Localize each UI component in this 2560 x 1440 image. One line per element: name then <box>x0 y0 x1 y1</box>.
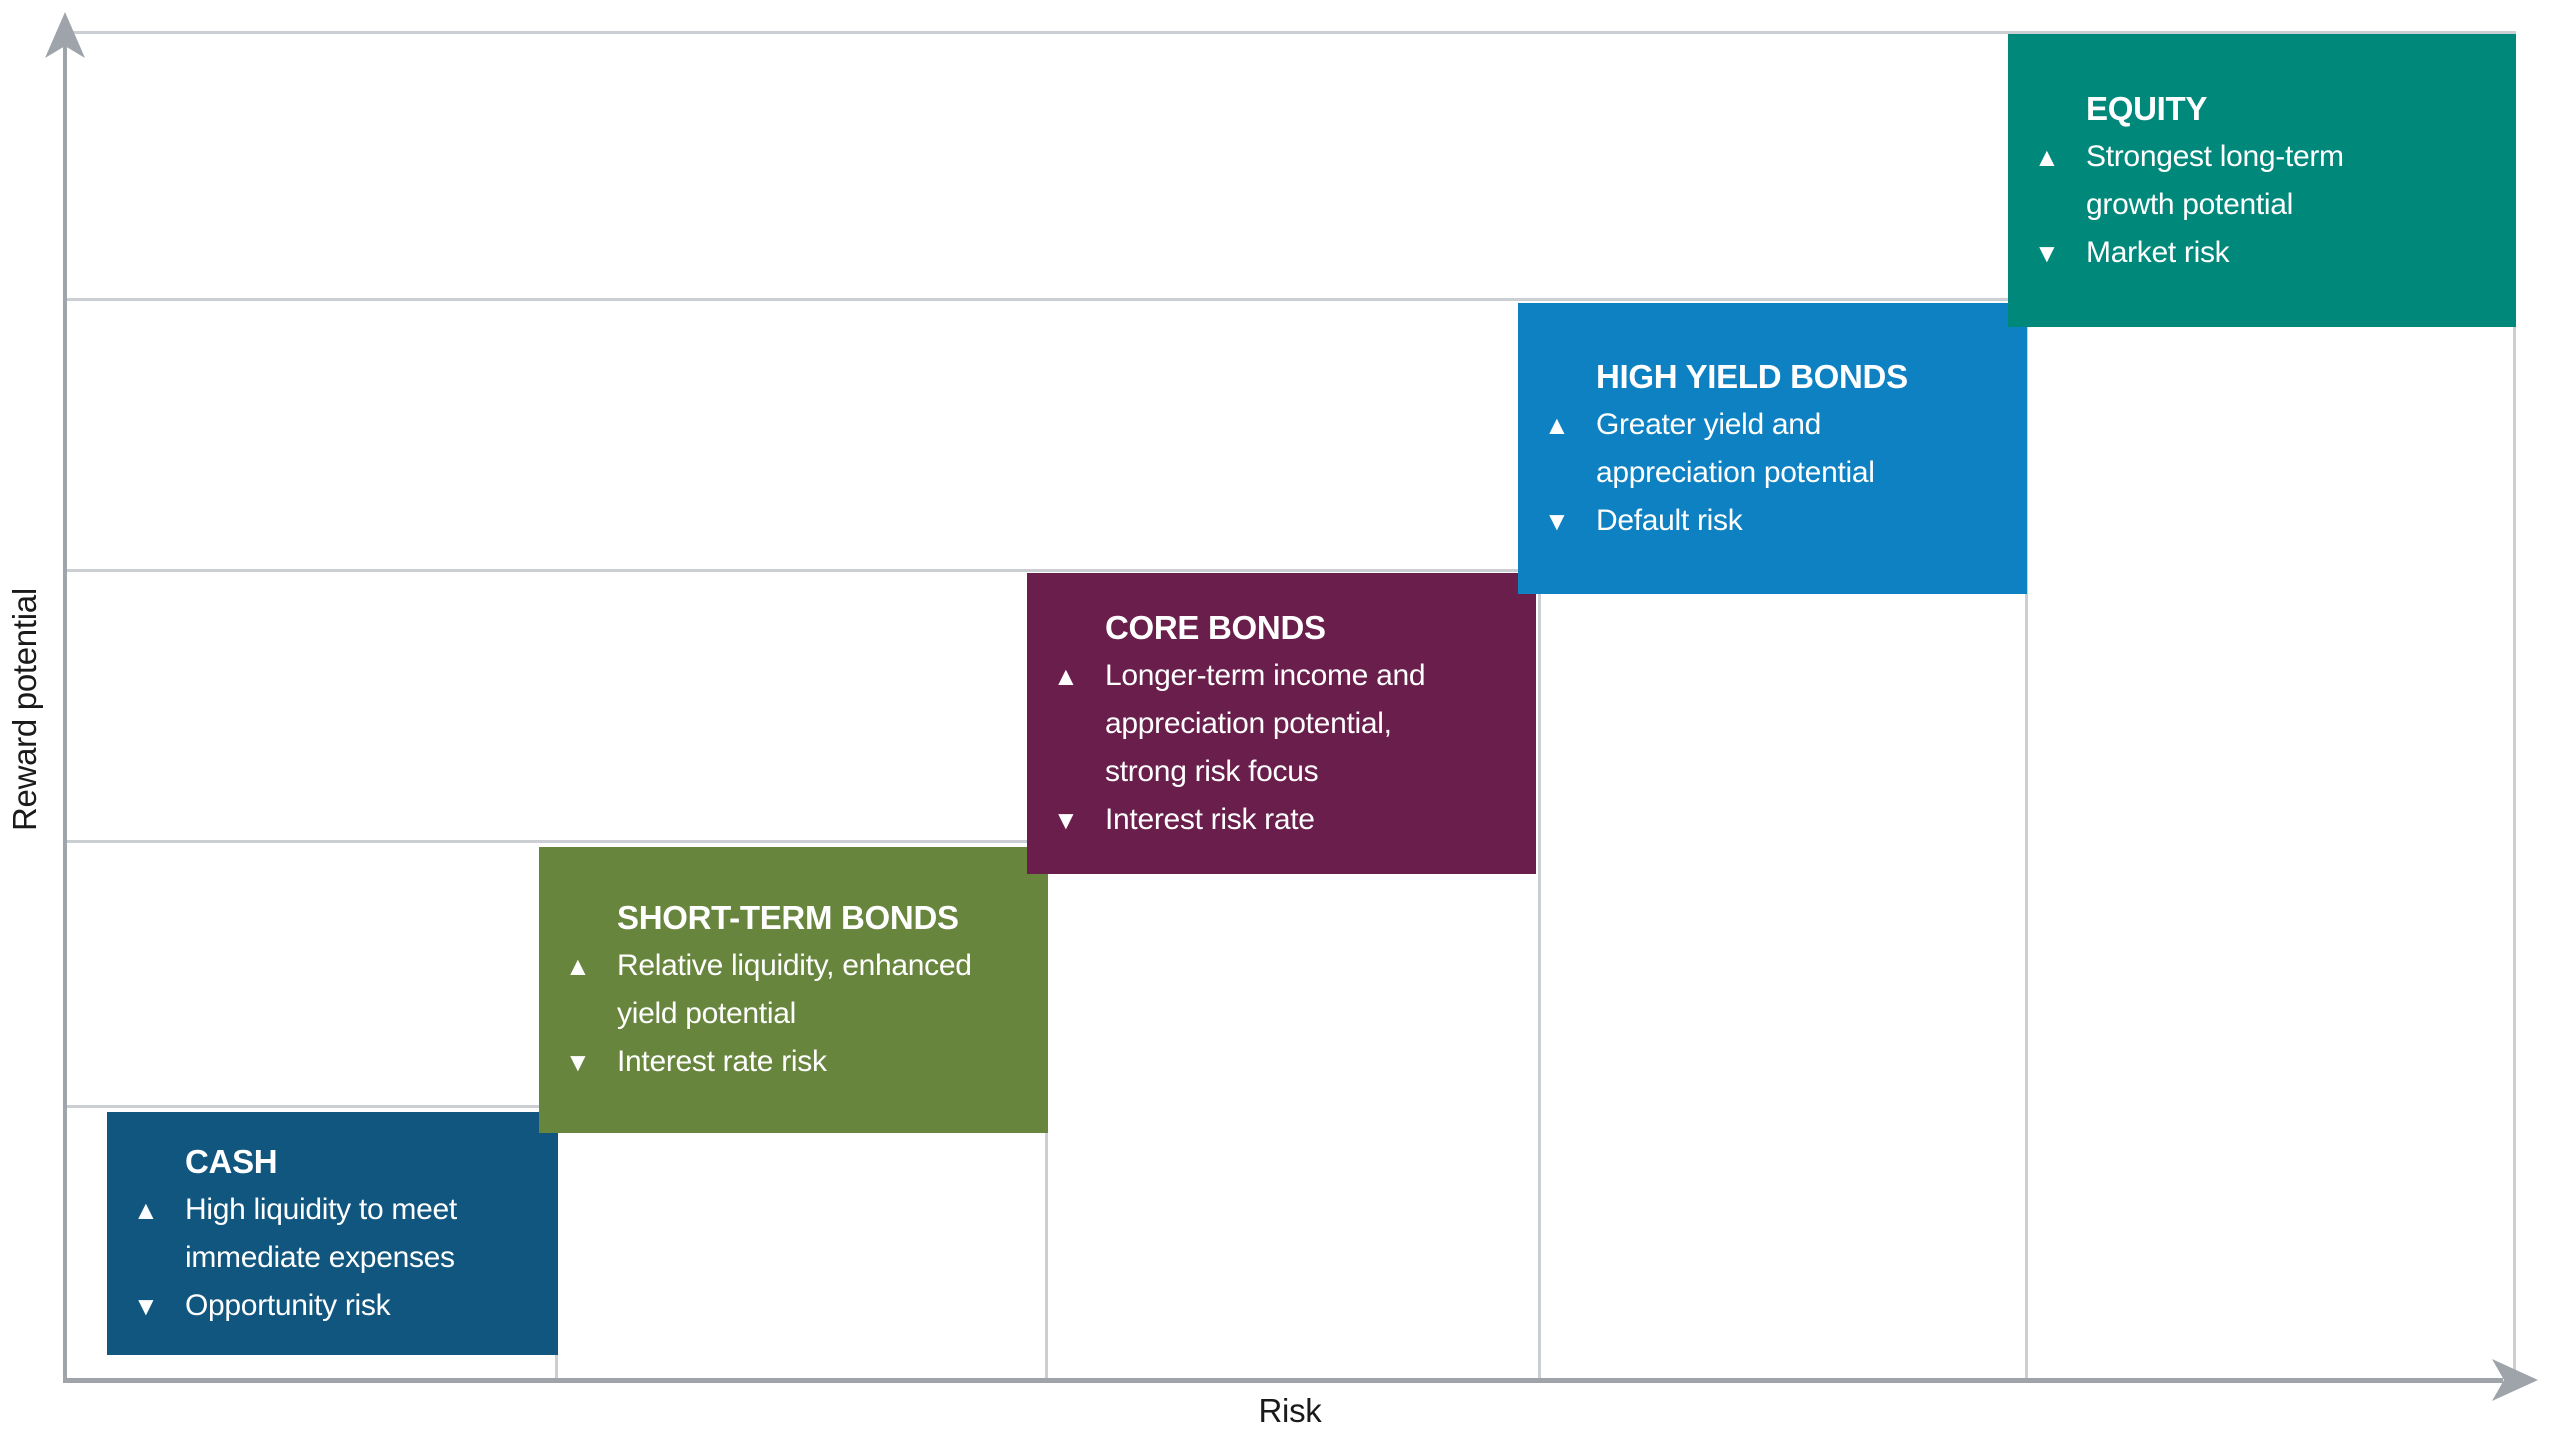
benefit-text: Longer-term income and appreciation pote… <box>1105 658 1426 788</box>
drop-gridline-core-bonds <box>1538 569 1541 1381</box>
box-equity: EQUITY ▲ Strongest long-term growth pote… <box>2008 34 2516 327</box>
box-core-bonds: CORE BONDS ▲ Longer-term income and appr… <box>1027 573 1536 874</box>
risk-item: ▼ Opportunity risk <box>133 1282 540 1330</box>
box-title: CASH <box>185 1142 278 1180</box>
box-title: HIGH YIELD BONDS <box>1596 357 1908 395</box>
box-title: SHORT-TERM BONDS <box>617 899 959 936</box>
down-triangle-icon: ▼ <box>2034 237 2060 268</box>
box-short-term-bonds: SHORT-TERM BONDS ▲ Relative liquidity, e… <box>539 847 1048 1133</box>
benefit-text: Strongest long-term growth potential <box>2086 139 2344 221</box>
y-axis-line <box>63 28 67 1380</box>
up-triangle-icon: ▲ <box>2034 141 2060 172</box>
x-axis-label: Risk <box>1258 1392 1322 1429</box>
risk-text: Opportunity risk <box>185 1288 391 1322</box>
step-gridline-short-term <box>65 840 1048 843</box>
up-triangle-icon: ▲ <box>565 951 591 981</box>
step-gridline-core-bonds <box>65 569 1541 572</box>
benefit-item: ▲ Longer-term income and appreciation po… <box>1053 652 1518 796</box>
box-high-yield-bonds: HIGH YIELD BONDS ▲ Greater yield and app… <box>1518 303 2027 594</box>
down-triangle-icon: ▼ <box>565 1047 591 1077</box>
x-axis-line <box>63 1378 2503 1383</box>
risk-text: Default risk <box>1596 503 1743 537</box>
step-gridline-cash <box>65 1105 558 1108</box>
benefit-text: High liquidity to meet immediate expense… <box>185 1192 457 1274</box>
risk-text: Interest risk rate <box>1105 802 1315 836</box>
down-triangle-icon: ▼ <box>1053 804 1079 835</box>
benefit-item: ▲ Greater yield and appreciation potenti… <box>1544 401 2009 497</box>
drop-gridline-equity <box>2513 31 2516 1381</box>
box-cash: CASH ▲ High liquidity to meet immediate … <box>107 1112 558 1355</box>
step-gridline-equity <box>65 31 2516 34</box>
up-triangle-icon: ▲ <box>1053 660 1079 691</box>
benefit-item: ▲ Strongest long-term growth potential <box>2034 133 2498 229</box>
box-title: CORE BONDS <box>1105 608 1326 646</box>
up-triangle-icon: ▲ <box>133 1194 159 1225</box>
benefit-item: ▲ High liquidity to meet immediate expen… <box>133 1186 540 1282</box>
down-triangle-icon: ▼ <box>133 1290 159 1321</box>
risk-text: Market risk <box>2086 235 2230 269</box>
y-axis-label: Reward potential <box>6 588 43 832</box>
box-title: EQUITY <box>2086 89 2208 127</box>
risk-item: ▼ Default risk <box>1544 497 2009 545</box>
risk-item: ▼ Market risk <box>2034 229 2498 277</box>
drop-gridline-high-yield <box>2025 298 2028 1381</box>
benefit-item: ▲ Relative liquidity, enhanced yield pot… <box>565 942 1030 1038</box>
risk-text: Interest rate risk <box>617 1045 827 1078</box>
benefit-text: Greater yield and appreciation potential <box>1596 407 1875 489</box>
risk-item: ▼ Interest risk rate <box>1053 796 1518 844</box>
down-triangle-icon: ▼ <box>1544 505 1570 536</box>
step-gridline-high-yield <box>65 298 2028 301</box>
risk-item: ▼ Interest rate risk <box>565 1038 1030 1086</box>
benefit-text: Relative liquidity, enhanced yield poten… <box>617 949 972 1030</box>
up-triangle-icon: ▲ <box>1544 409 1570 440</box>
